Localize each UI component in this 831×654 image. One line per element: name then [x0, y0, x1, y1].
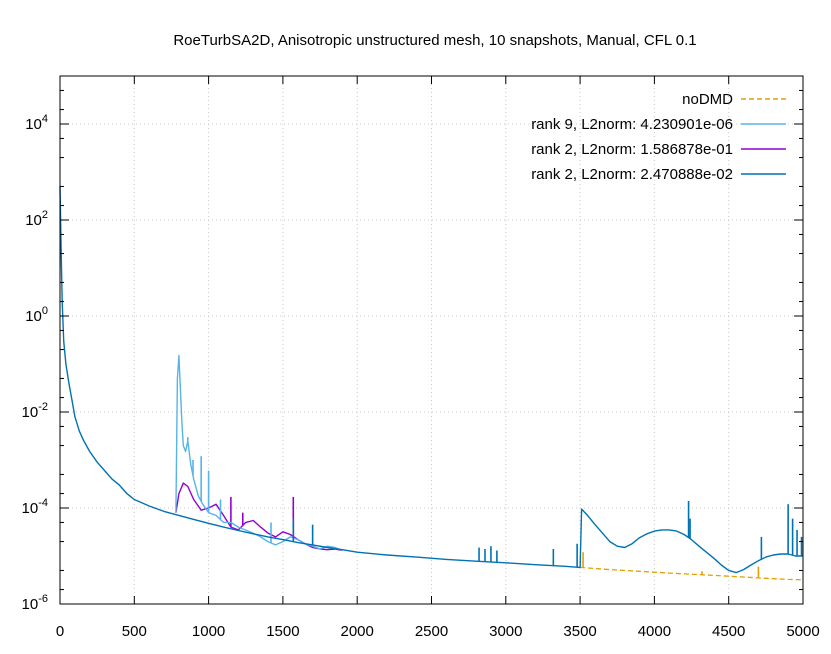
x-tick-label: 3500 [563, 623, 596, 640]
x-tick-label: 2500 [415, 623, 448, 640]
x-axis: 0 500 1000 1500 2000 2500 3000 3500 4000 4500 5000 [56, 76, 820, 640]
series-1 [580, 552, 804, 581]
y-tick-label: 104 [25, 113, 48, 133]
y-tick-label: 102 [25, 209, 48, 229]
x-tick-label: 5000 [786, 623, 819, 640]
y-tick-label: 100 [25, 305, 48, 325]
grid [60, 76, 803, 604]
x-tick-label: 1000 [192, 623, 225, 640]
series-line [580, 566, 804, 581]
series-4 [59, 186, 803, 574]
x-tick-label: 4000 [638, 623, 671, 640]
legend-label: rank 2, L2norm: 2.470888e-02 [531, 166, 733, 183]
series-layer [59, 186, 804, 581]
x-tick-label: 0 [56, 623, 64, 640]
series-line [59, 186, 803, 574]
series-line [175, 482, 343, 552]
x-tick-label: 4500 [712, 623, 745, 640]
legend-label: rank 2, L2norm: 1.586878e-01 [531, 141, 733, 158]
x-tick-label: 2000 [341, 623, 374, 640]
x-tick-label: 500 [122, 623, 147, 640]
legend-label: noDMD [682, 91, 733, 108]
x-tick-label: 3000 [489, 623, 522, 640]
legend: noDMD rank 9, L2norm: 4.230901e-06 rank 2,… [531, 91, 786, 183]
legend-label: rank 9, L2norm: 4.230901e-06 [531, 116, 733, 133]
y-axis: 10-6 10-4 10-2 100 102 104 [22, 89, 803, 613]
y-tick-label: 10-6 [22, 593, 48, 613]
y-tick-label: 10-4 [22, 497, 48, 517]
chart-title: RoeTurbSA2D, Anisotropic unstructured me… [173, 32, 696, 49]
y-tick-label: 10-2 [22, 401, 48, 421]
x-tick-label: 1500 [266, 623, 299, 640]
